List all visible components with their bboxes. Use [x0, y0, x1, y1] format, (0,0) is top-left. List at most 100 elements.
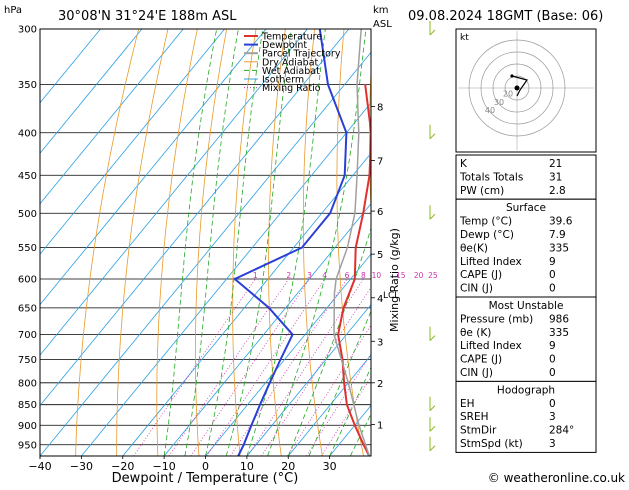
wet-adiabat-25 [308, 310, 371, 456]
wet-adiabat-5 [225, 29, 292, 456]
dry-adiabat-130 [608, 29, 629, 456]
km-tick-label: 8 [377, 103, 383, 114]
isotherm-20 [287, 354, 371, 456]
mixing-ratio-line-10 [261, 286, 371, 456]
index-label: θe (K) [460, 327, 491, 339]
km-tick-label: 2 [377, 379, 383, 390]
wind-barbs [429, 21, 436, 452]
axes: 1 2 3 4 6 8 10 15 20 2530035040045050055060065070… [18, 25, 438, 474]
index-value: 9 [549, 256, 556, 268]
hodograph-trace [511, 75, 528, 97]
pressure-tick-label: 500 [18, 209, 37, 220]
index-label: CAPE (J) [460, 354, 502, 366]
hodograph-unit: kt [460, 33, 469, 43]
pressure-tick-label: 650 [18, 303, 37, 314]
index-value: 3 [549, 438, 556, 450]
wet-adiabat-15 [267, 29, 367, 456]
temp-tick-label: 0 [202, 460, 209, 473]
isotherm--110 [40, 29, 101, 104]
mixing-ratio-label: 3 [307, 271, 312, 280]
isotherm--60 [40, 29, 308, 356]
index-label: Dewp (°C) [460, 229, 514, 241]
mixing-ratio-line-20 [306, 353, 371, 456]
isotherm--100 [40, 29, 143, 154]
isotherm-0 [205, 253, 371, 456]
section-title: Hodograph [497, 384, 555, 396]
copyright: © weatheronline.co.uk [488, 471, 625, 485]
station-title: 30°08'N 31°24'E 188m ASL [58, 9, 237, 24]
mixing-ratio-label: 4 [322, 271, 327, 280]
legend-entry: Dry Adiabat [262, 57, 319, 68]
isotherm--20 [122, 152, 371, 456]
index-label: Totals Totals [459, 171, 523, 183]
pressure-tick-label: 850 [18, 400, 37, 411]
pressure-tick-label: 750 [18, 355, 37, 366]
section-box [455, 380, 597, 453]
top-indices-box [455, 154, 597, 200]
index-value: 39.6 [549, 216, 573, 228]
wet-adiabat--10 [163, 29, 218, 456]
mixing-ratio-label: 10 [372, 271, 382, 280]
index-value: 3 [549, 411, 556, 423]
wet-adiabat--5 [184, 29, 239, 456]
pressure-tick-label: 950 [18, 440, 37, 451]
pressure-tick-label: 400 [18, 128, 37, 139]
legend-entry: Mixing Ratio [262, 83, 321, 94]
legend-entry: Wet Adiabat [262, 66, 320, 77]
date-title: 09.08.2024 18GMT (Base: 06) [408, 9, 603, 24]
temp-tick-label: −30 [70, 460, 93, 473]
isotherm-10 [246, 303, 371, 456]
dry-adiabat--20 [116, 29, 169, 456]
legend-entry: Temperature [261, 32, 322, 43]
section-title: Surface [506, 202, 546, 214]
isotherm--80 [40, 29, 225, 255]
legend-entry: Isotherm [262, 75, 304, 86]
isotherm--90 [40, 29, 184, 205]
skewt-plot: 1 2 3 4 6 8 10 15 20 2530035040045050055060065070… [18, 21, 629, 474]
index-value: 0 [549, 354, 556, 366]
dry-adiabat--10 [156, 29, 198, 456]
km-tick-label: 7 [377, 157, 383, 168]
dry-adiabat-50 [369, 61, 371, 217]
index-label: CIN (J) [460, 367, 493, 379]
index-label: PW (cm) [460, 185, 504, 197]
series-temperature [337, 84, 371, 456]
index-value: 21 [549, 158, 562, 170]
isotherm--40 [40, 51, 371, 456]
wind-barb-flag [429, 405, 436, 412]
isotherm--50 [40, 29, 350, 407]
pressure-tick-label: 900 [18, 421, 37, 432]
index-value: 284° [549, 425, 574, 437]
mixing-ratio-line-8 [247, 278, 364, 456]
km-tick-label: 6 [377, 207, 383, 218]
km-tick-label: 3 [377, 337, 383, 348]
km-tick-label: 5 [377, 250, 383, 261]
wind-barb-flag [429, 445, 436, 452]
pressure-tick-label: 550 [18, 243, 37, 254]
legend-entry: Parcel Trajectory [262, 49, 341, 60]
temp-tick-label: 20 [281, 460, 295, 473]
pressure-tick-label: 350 [18, 80, 37, 91]
hodograph-ring-label: 30 [494, 98, 504, 107]
index-label: Temp (°C) [459, 216, 512, 228]
index-value: 335 [549, 327, 569, 339]
index-value: 0 [549, 398, 556, 410]
index-label: SREH [460, 411, 489, 423]
storm-motion-marker [514, 85, 520, 91]
series-dewpoint [232, 29, 348, 456]
index-label: StmSpd (kt) [460, 438, 523, 450]
mixing-ratio-label: 6 [345, 271, 350, 280]
index-value: 986 [549, 313, 569, 325]
hodograph-point [510, 74, 514, 78]
legend-entry: Dewpoint [262, 40, 307, 51]
pressure-tick-label: 300 [18, 25, 37, 36]
temp-tick-label: 10 [240, 460, 254, 473]
index-label: K [460, 158, 468, 170]
km-tick-label: 4 [377, 294, 383, 305]
wind-barb-flag [429, 29, 436, 36]
isotherm--10 [163, 203, 371, 456]
hodograph-ring-label: 40 [485, 106, 495, 115]
